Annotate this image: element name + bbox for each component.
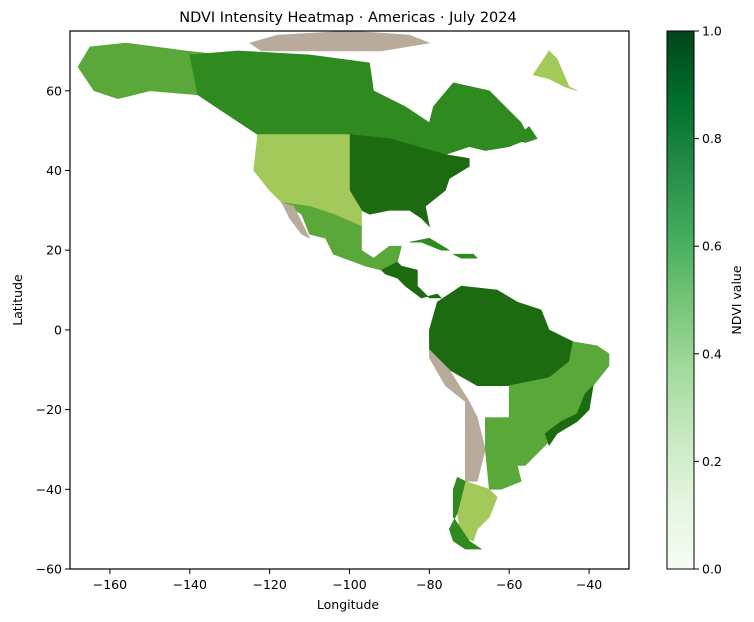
y-tick-label-4: 20 [46, 243, 62, 258]
region-18 [512, 126, 538, 143]
region-12 [508, 341, 610, 466]
colorbar-tick-label-3: 0.6 [702, 239, 722, 254]
x-tick-label-2: −120 [252, 577, 286, 592]
y-axis-label: Latitude [10, 274, 25, 326]
y-tick-label-1: −40 [36, 482, 62, 497]
y-axis-ticks: −60 −40 −20 0 20 40 60 [36, 83, 70, 577]
x-axis-label: Longitude [317, 597, 379, 612]
colorbar-ticks: 0.0 0.2 0.4 0.6 0.8 1.0 [694, 24, 722, 577]
x-tick-label-3: −100 [332, 577, 366, 592]
colorbar-tick-label-4: 0.8 [702, 131, 722, 146]
x-tick-label-4: −80 [416, 577, 442, 592]
region-5 [281, 202, 402, 271]
colorbar [666, 30, 695, 570]
region-10 [453, 253, 479, 259]
y-tick-label-0: −60 [36, 562, 62, 577]
region-13 [544, 384, 594, 447]
x-tick-label-6: −40 [576, 577, 602, 592]
colorbar-label: NDVI value [729, 265, 744, 334]
colorbar-tick-label-1: 0.2 [702, 454, 722, 469]
x-axis-ticks: −160 −140 −120 −100 −80 −60 −40 [93, 569, 602, 592]
x-tick-label-1: −140 [173, 577, 207, 592]
region-14 [429, 349, 486, 482]
colorbar-tick-label-0: 0.0 [702, 562, 722, 577]
region-15 [484, 417, 522, 490]
chart-title: NDVI Intensity Heatmap · Americas · July… [179, 10, 517, 26]
region-6 [281, 201, 311, 239]
region-8 [532, 50, 578, 92]
region-7 [380, 261, 443, 299]
region-17 [448, 476, 483, 550]
region-9 [409, 237, 451, 251]
region-11 [429, 285, 574, 387]
y-tick-label-2: −20 [36, 402, 62, 417]
y-tick-label-3: 0 [54, 322, 62, 337]
region-3 [349, 134, 470, 228]
x-tick-label-0: −160 [93, 577, 127, 592]
x-tick-label-5: −60 [496, 577, 522, 592]
y-tick-label-6: 60 [46, 83, 62, 98]
colorbar-tick-label-2: 0.4 [702, 346, 722, 361]
map-regions [77, 31, 610, 550]
y-tick-label-5: 40 [46, 163, 62, 178]
region-1 [248, 31, 431, 52]
colorbar-tick-label-5: 1.0 [702, 24, 722, 39]
